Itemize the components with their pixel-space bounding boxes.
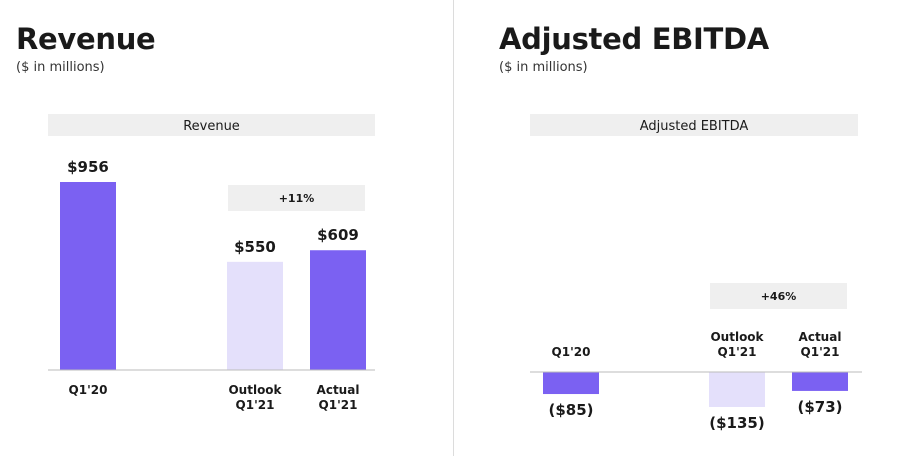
category-label: Q1'20 bbox=[552, 345, 591, 359]
panel-divider bbox=[453, 0, 454, 456]
category-label: Q1'21 bbox=[718, 345, 757, 359]
variance-badge: +46% bbox=[761, 290, 797, 303]
category-label: Outlook bbox=[710, 330, 764, 344]
chart-header: Adjusted EBITDA bbox=[640, 119, 749, 134]
bar bbox=[792, 372, 848, 391]
category-label: Actual bbox=[799, 330, 842, 344]
variance-badge: +11% bbox=[279, 192, 315, 205]
data-label: $609 bbox=[317, 226, 359, 244]
ebitda-panel: Adjusted EBITDA ($ in millions) Adjusted… bbox=[454, 0, 907, 456]
data-label: $550 bbox=[234, 238, 276, 256]
category-label: Q1'21 bbox=[801, 345, 840, 359]
chart-header-bg bbox=[530, 114, 858, 136]
data-label: ($73) bbox=[797, 398, 842, 416]
data-label: ($85) bbox=[548, 401, 593, 419]
bar bbox=[709, 372, 765, 407]
revenue-title: Revenue bbox=[16, 22, 156, 56]
variance-badge-bg bbox=[710, 283, 847, 309]
category-label: Q1'21 bbox=[236, 398, 275, 412]
revenue-panel: Revenue ($ in millions) Revenue +11% $956 Q… bbox=[0, 0, 453, 456]
ebitda-title: Adjusted EBITDA bbox=[499, 22, 769, 56]
category-label: Outlook bbox=[228, 383, 282, 397]
bar bbox=[543, 372, 599, 395]
data-label: $956 bbox=[67, 158, 109, 176]
chart-header: Revenue bbox=[183, 119, 240, 134]
category-label: Q1'21 bbox=[319, 398, 358, 412]
ebitda-chart: Adjusted EBITDA +46% ($85) Q1'20 ($135) Outlo… bbox=[530, 114, 862, 432]
bar bbox=[60, 182, 116, 370]
chart-header-bg bbox=[48, 114, 375, 136]
bar bbox=[310, 250, 366, 370]
ebitda-subtitle: ($ in millions) bbox=[499, 60, 588, 75]
revenue-subtitle: ($ in millions) bbox=[16, 60, 105, 75]
revenue-chart: Revenue+11%$956Q1'20$550OutlookQ1'21$609… bbox=[48, 114, 375, 412]
category-label: Q1'20 bbox=[69, 383, 108, 397]
category-label: Actual bbox=[317, 383, 360, 397]
variance-badge-bg bbox=[228, 185, 365, 211]
bar bbox=[227, 261, 283, 370]
data-label: ($135) bbox=[709, 414, 764, 432]
